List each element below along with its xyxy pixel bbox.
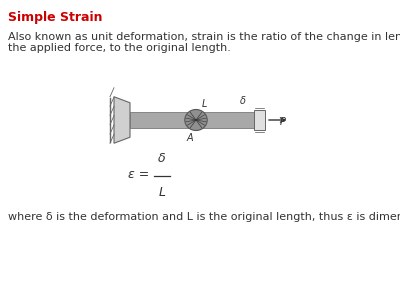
Text: L: L	[202, 99, 208, 109]
Bar	[130, 112, 254, 128]
Text: the applied force, to the original length.: the applied force, to the original lengt…	[8, 43, 231, 52]
Text: δ: δ	[158, 152, 166, 165]
Text: δ: δ	[240, 97, 246, 106]
Bar	[254, 110, 265, 130]
Text: Simple Strain: Simple Strain	[8, 11, 102, 23]
Text: A: A	[186, 134, 193, 143]
Text: where δ is the deformation and L is the original length, thus ε is dimensionless: where δ is the deformation and L is the …	[8, 212, 400, 221]
Ellipse shape	[185, 110, 207, 130]
Text: L: L	[158, 186, 166, 199]
Polygon shape	[114, 97, 130, 143]
Text: P: P	[280, 117, 286, 127]
Text: ε =: ε =	[128, 167, 149, 181]
Text: Also known as unit deformation, strain is the ratio of the change in length caus: Also known as unit deformation, strain i…	[8, 32, 400, 41]
